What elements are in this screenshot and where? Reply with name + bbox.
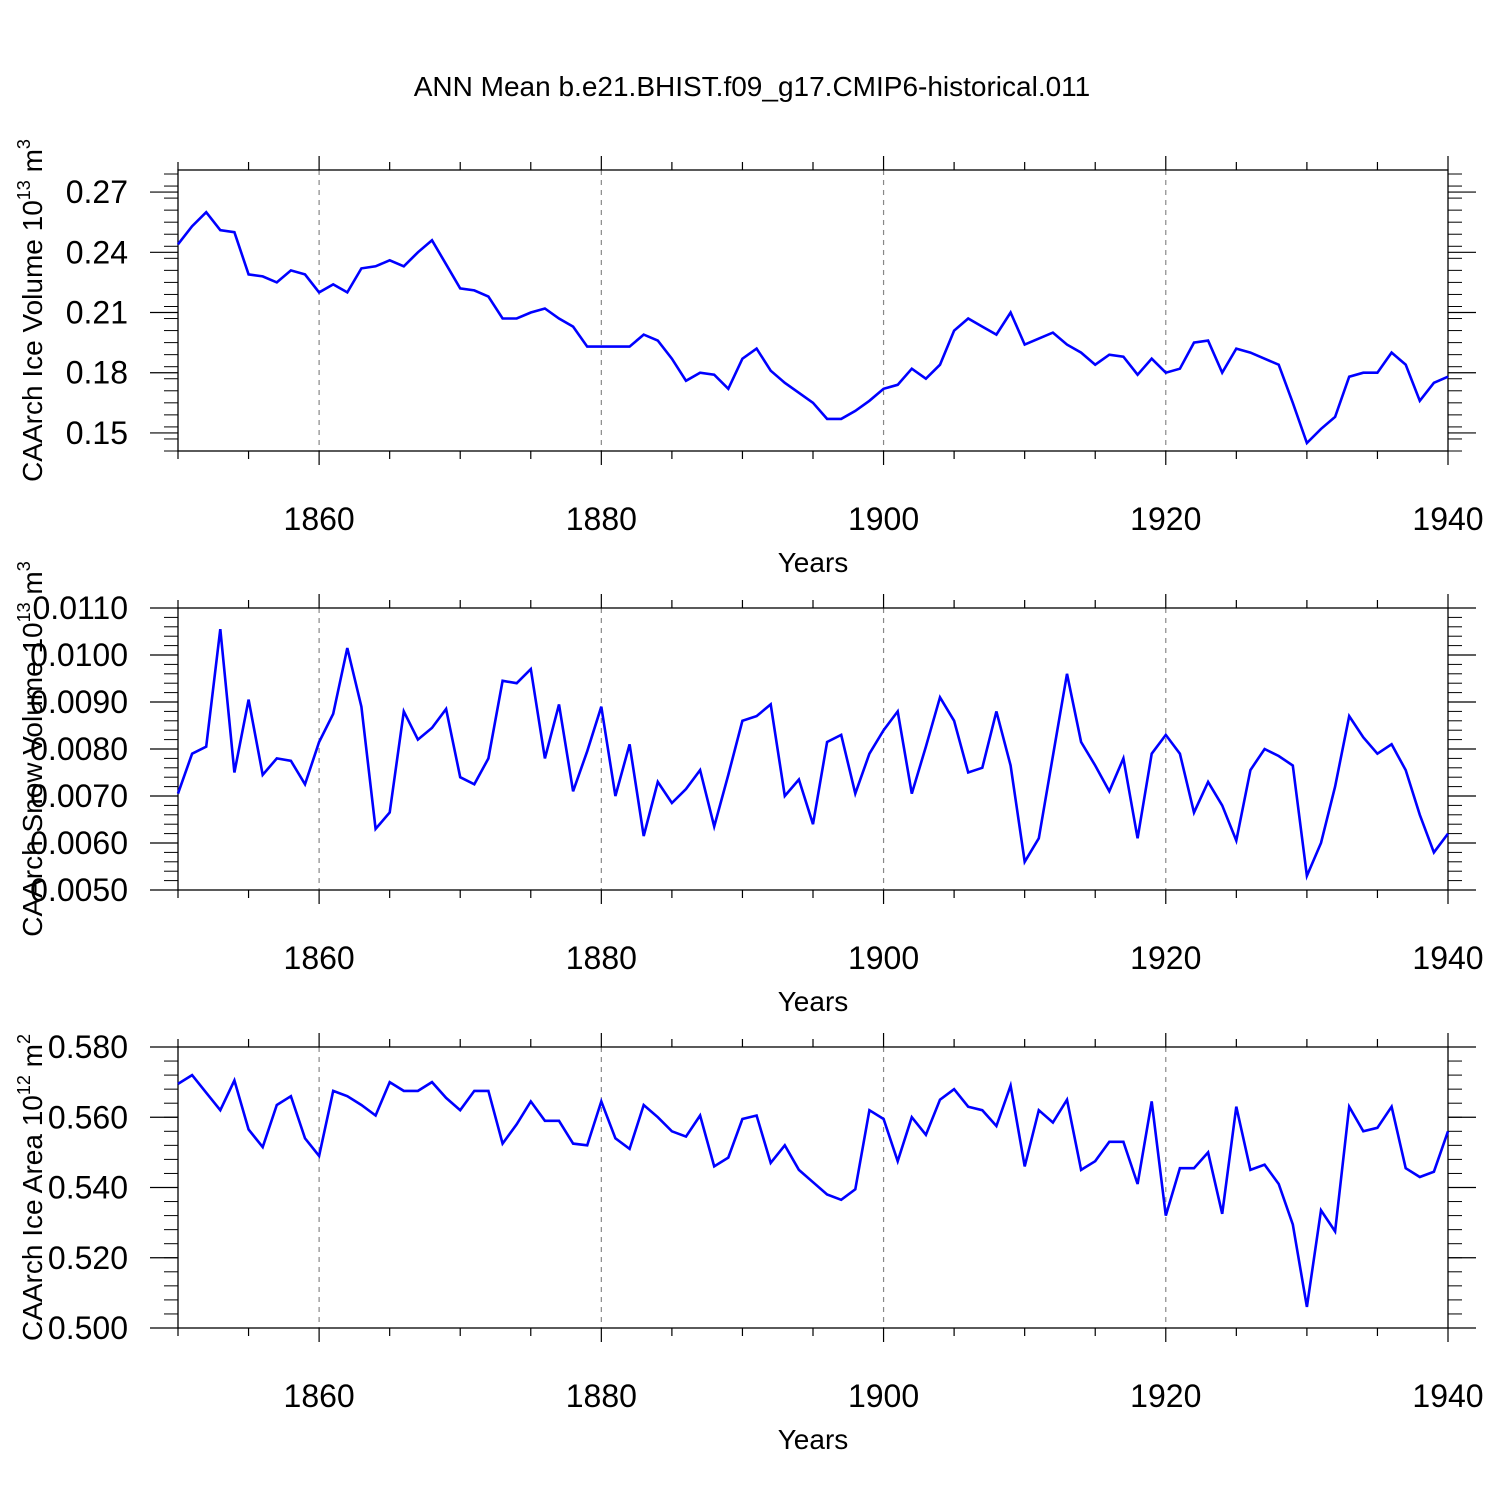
plot-frame bbox=[177, 607, 1449, 891]
y-axis-label-part: 3 bbox=[14, 139, 34, 149]
series-line bbox=[176, 628, 1450, 881]
y-axis-label-part: CAArch Ice Volume 10 bbox=[17, 200, 48, 482]
y-tick-label: 0.0080 bbox=[30, 731, 128, 767]
y-tick-label: 0.0110 bbox=[33, 590, 129, 626]
x-axis-label: Years bbox=[778, 1424, 849, 1455]
x-tick-label: 1880 bbox=[566, 501, 637, 537]
x-tick-label: 1880 bbox=[566, 940, 637, 976]
y-tick-label: 0.0100 bbox=[30, 637, 128, 673]
y-axis-label-part: 13 bbox=[14, 180, 34, 200]
y-tick-label: 0.500 bbox=[48, 1310, 128, 1346]
y-tick-label: 0.24 bbox=[66, 234, 128, 270]
y-axis-label: CAArch Ice Volume 1013 m3 bbox=[14, 139, 48, 482]
y-tick-label: 0.580 bbox=[48, 1029, 128, 1065]
y-axis-label: CAArch Snow Volume 1013 m3 bbox=[14, 561, 48, 937]
x-tick-label: 1860 bbox=[284, 1378, 355, 1414]
y-axis-label-part: m bbox=[17, 571, 48, 602]
plot-frame bbox=[177, 169, 1449, 452]
x-tick-label: 1940 bbox=[1412, 940, 1483, 976]
y-tick-label: 0.0050 bbox=[30, 872, 128, 908]
x-axis-label: Years bbox=[778, 986, 849, 1017]
series-line bbox=[177, 1073, 1450, 1308]
y-axis-label: CAArch Ice Area 1012 m2 bbox=[14, 1034, 48, 1341]
y-tick-label: 0.0090 bbox=[30, 684, 128, 720]
y-axis-label-part: CAArch Snow Volume 10 bbox=[17, 622, 48, 936]
series-line bbox=[176, 210, 1449, 446]
y-tick-label: 0.520 bbox=[48, 1240, 128, 1276]
y-tick-label: 0.15 bbox=[66, 415, 128, 451]
y-tick-label: 0.560 bbox=[48, 1099, 128, 1135]
plot-frame bbox=[177, 1046, 1449, 1329]
y-axis-label-part: m bbox=[17, 1044, 48, 1075]
x-tick-label: 1940 bbox=[1412, 1378, 1483, 1414]
x-tick-label: 1900 bbox=[848, 1378, 919, 1414]
x-tick-label: 1860 bbox=[284, 940, 355, 976]
chart-panel-2: 1860 1880 1900 1920 1940 0.0050 0.0060 0.0070 0.… bbox=[14, 561, 1484, 1017]
x-tick-label: 1940 bbox=[1412, 501, 1483, 537]
chart-panel-1: 1860 1880 1900 1920 1940 0.15 0.18 0.21 0.24 0.27… bbox=[14, 139, 1484, 578]
chart-panel-3: 1860 1880 1900 1920 1940 0.500 0.520 0.540 0.560… bbox=[14, 1029, 1484, 1455]
y-tick-label: 0.21 bbox=[66, 295, 128, 331]
y-axis-label-part: m bbox=[17, 149, 48, 180]
y-axis-label-part: 3 bbox=[14, 561, 34, 571]
x-tick-label: 1920 bbox=[1130, 501, 1201, 537]
x-tick-label: 1920 bbox=[1130, 940, 1201, 976]
y-tick-label: 0.0060 bbox=[30, 825, 128, 861]
y-axis-label-part: 2 bbox=[14, 1034, 34, 1044]
chart-title: ANN Mean b.e21.BHIST.f09_g17.CMIP6-histo… bbox=[414, 71, 1090, 102]
x-tick-label: 1900 bbox=[848, 940, 919, 976]
y-tick-label: 0.27 bbox=[66, 174, 128, 210]
x-tick-label: 1920 bbox=[1130, 1378, 1201, 1414]
y-tick-label: 0.18 bbox=[66, 355, 128, 391]
y-axis-label-part: 12 bbox=[14, 1075, 34, 1095]
y-axis-label-part: CAArch Ice Area 10 bbox=[17, 1095, 48, 1341]
x-tick-label: 1900 bbox=[848, 501, 919, 537]
x-tick-label: 1880 bbox=[566, 1378, 637, 1414]
y-tick-label: 0.540 bbox=[48, 1170, 128, 1206]
x-tick-label: 1860 bbox=[284, 501, 355, 537]
panels-container: 1860 1880 1900 1920 1940 0.15 0.18 0.21 0.24 0.27… bbox=[14, 139, 1484, 1455]
y-axis-label-part: 13 bbox=[14, 602, 34, 622]
x-axis-label: Years bbox=[778, 547, 849, 578]
y-tick-label: 0.0070 bbox=[30, 778, 128, 814]
